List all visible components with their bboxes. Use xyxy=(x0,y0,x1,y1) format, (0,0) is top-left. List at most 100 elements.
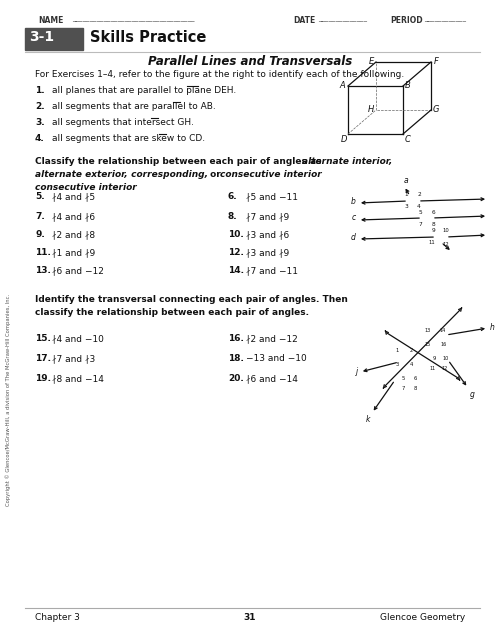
Text: 3.: 3. xyxy=(35,118,44,127)
Text: all segments that are skew to CD.: all segments that are skew to CD. xyxy=(52,134,205,143)
Bar xyxy=(25,28,83,50)
Text: ∤5 and −11: ∤5 and −11 xyxy=(246,192,298,201)
Text: 11.: 11. xyxy=(35,248,51,257)
Text: ∤2 and −12: ∤2 and −12 xyxy=(246,334,298,343)
Text: all segments that are parallel to AB.: all segments that are parallel to AB. xyxy=(52,102,216,111)
Text: 15.: 15. xyxy=(35,334,51,343)
Text: ∤6 and −12: ∤6 and −12 xyxy=(52,266,104,275)
Text: Classify the relationship between each pair of angles as: Classify the relationship between each p… xyxy=(35,157,324,166)
Text: 8: 8 xyxy=(431,221,435,227)
Text: h: h xyxy=(490,323,495,333)
Text: H: H xyxy=(368,106,374,115)
Text: c: c xyxy=(352,214,356,223)
Text: ______________: ______________ xyxy=(318,16,367,22)
Text: ∤4 and −10: ∤4 and −10 xyxy=(52,334,104,343)
Text: consecutive interior: consecutive interior xyxy=(220,170,322,179)
Text: 12: 12 xyxy=(442,367,448,371)
Text: 5: 5 xyxy=(418,209,422,214)
Text: consecutive interior: consecutive interior xyxy=(35,183,137,192)
Text: a: a xyxy=(404,176,408,185)
Text: −13 and −10: −13 and −10 xyxy=(246,354,307,363)
Text: 14: 14 xyxy=(440,328,446,333)
Text: D: D xyxy=(341,136,347,145)
Text: j: j xyxy=(356,367,358,376)
Text: Glencoe Geometry: Glencoe Geometry xyxy=(380,613,465,622)
Text: ∤8 and −14: ∤8 and −14 xyxy=(52,374,104,383)
Text: NAME: NAME xyxy=(38,16,64,25)
Text: Skills Practice: Skills Practice xyxy=(90,30,206,45)
Text: classify the relationship between each pair of angles.: classify the relationship between each p… xyxy=(35,308,309,317)
Text: C: C xyxy=(405,136,411,145)
Text: PERIOD: PERIOD xyxy=(390,16,422,25)
Text: k: k xyxy=(366,415,370,424)
Text: 3: 3 xyxy=(396,362,398,367)
Text: corresponding,: corresponding, xyxy=(128,170,208,179)
Text: For Exercises 1–4, refer to the figure at the right to identify each of the foll: For Exercises 1–4, refer to the figure a… xyxy=(35,70,404,79)
Text: 2.: 2. xyxy=(35,102,44,111)
Text: ∤1 and ∤9: ∤1 and ∤9 xyxy=(52,248,95,257)
Text: 18.: 18. xyxy=(228,354,244,363)
Text: 10: 10 xyxy=(442,228,450,234)
Text: B: B xyxy=(405,81,411,90)
Text: 16.: 16. xyxy=(228,334,244,343)
Text: 15: 15 xyxy=(425,342,431,346)
Text: ∤7 and ∤9: ∤7 and ∤9 xyxy=(246,212,289,221)
Text: 9: 9 xyxy=(431,228,435,234)
Text: 16: 16 xyxy=(441,342,447,346)
Text: 8.: 8. xyxy=(228,212,237,221)
Text: b: b xyxy=(351,196,356,205)
Text: 3: 3 xyxy=(404,205,408,209)
Text: Chapter 3: Chapter 3 xyxy=(35,613,80,622)
Text: 7.: 7. xyxy=(35,212,45,221)
Text: 6.: 6. xyxy=(228,192,237,201)
Text: 13.: 13. xyxy=(35,266,51,275)
Text: ∤6 and −14: ∤6 and −14 xyxy=(246,374,298,383)
Text: alternate interior,: alternate interior, xyxy=(302,157,392,166)
Text: 14.: 14. xyxy=(228,266,244,275)
Text: ___________________________________: ___________________________________ xyxy=(72,16,194,22)
Text: Parallel Lines and Transversals: Parallel Lines and Transversals xyxy=(148,55,352,68)
Text: ∤7 and −11: ∤7 and −11 xyxy=(246,266,298,275)
Text: 13: 13 xyxy=(425,328,431,333)
Text: 11: 11 xyxy=(430,367,436,371)
Text: 4: 4 xyxy=(417,205,421,209)
Text: 7: 7 xyxy=(402,387,404,392)
Text: F: F xyxy=(434,58,438,67)
Text: 8: 8 xyxy=(414,387,416,392)
Text: ∤7 and ∤3: ∤7 and ∤3 xyxy=(52,354,95,363)
Text: d: d xyxy=(351,232,356,241)
Text: 3-1: 3-1 xyxy=(29,30,54,44)
Text: 9.: 9. xyxy=(35,230,45,239)
Text: Identify the transversal connecting each pair of angles. Then: Identify the transversal connecting each… xyxy=(35,295,348,304)
Text: 1.: 1. xyxy=(35,86,44,95)
Text: 12.: 12. xyxy=(228,248,244,257)
Text: 17.: 17. xyxy=(35,354,51,363)
Text: 11: 11 xyxy=(428,241,436,246)
Text: 31: 31 xyxy=(244,613,256,622)
Text: 9: 9 xyxy=(432,355,436,360)
Text: 2: 2 xyxy=(410,348,412,353)
Text: 1: 1 xyxy=(396,349,398,353)
Text: 10: 10 xyxy=(443,355,449,360)
Text: ∤3 and ∤6: ∤3 and ∤6 xyxy=(246,230,289,239)
Text: 5: 5 xyxy=(402,376,404,381)
Text: ∤4 and ∤5: ∤4 and ∤5 xyxy=(52,192,95,201)
Text: ____________: ____________ xyxy=(424,16,466,22)
Text: E: E xyxy=(368,58,374,67)
Text: alternate exterior,: alternate exterior, xyxy=(35,170,128,179)
Text: 19.: 19. xyxy=(35,374,51,383)
Text: 10.: 10. xyxy=(228,230,244,239)
Text: 1: 1 xyxy=(404,193,408,198)
Text: g: g xyxy=(470,390,475,399)
Text: 2: 2 xyxy=(417,193,421,198)
Text: 12: 12 xyxy=(442,241,450,246)
Text: A: A xyxy=(339,81,345,90)
Text: ∤3 and ∤9: ∤3 and ∤9 xyxy=(246,248,289,257)
Text: 6: 6 xyxy=(414,376,416,381)
Text: 20.: 20. xyxy=(228,374,244,383)
Text: 4.: 4. xyxy=(35,134,45,143)
Text: ∤2 and ∤8: ∤2 and ∤8 xyxy=(52,230,95,239)
Text: all segments that intersect GH.: all segments that intersect GH. xyxy=(52,118,194,127)
Text: 5.: 5. xyxy=(35,192,44,201)
Text: ∤4 and ∤6: ∤4 and ∤6 xyxy=(52,212,95,221)
